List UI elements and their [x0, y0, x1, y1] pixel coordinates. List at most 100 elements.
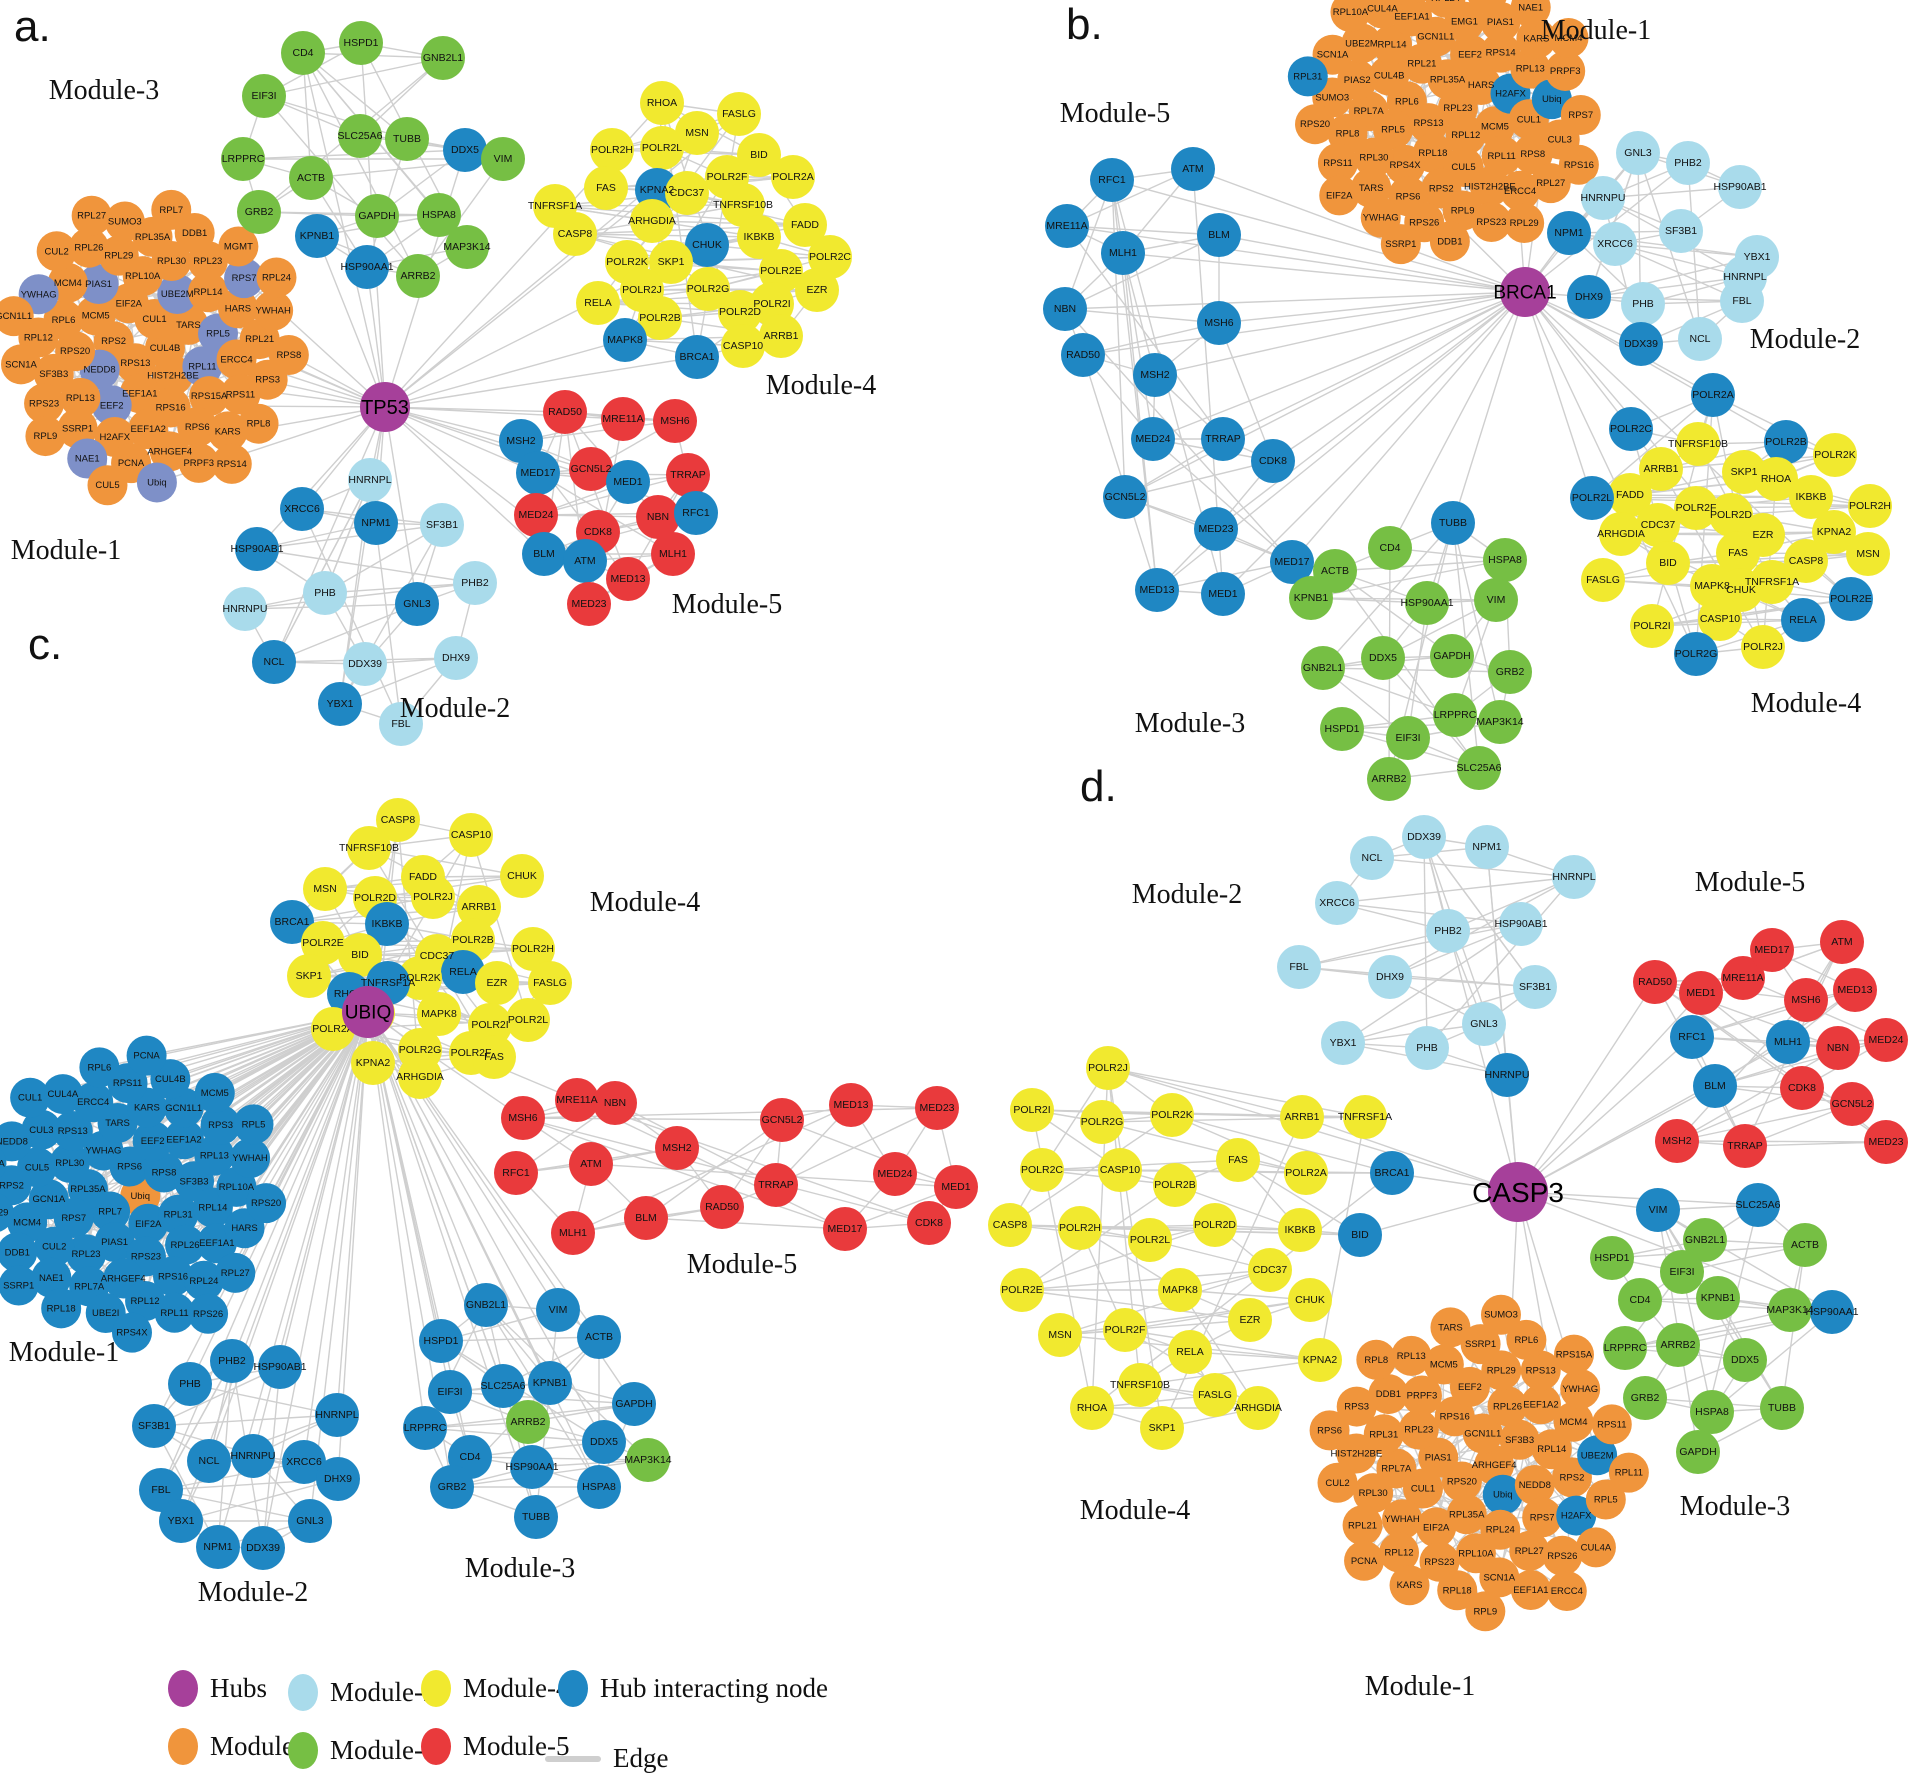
node-MED13 — [829, 1083, 873, 1127]
hub-label-CASP3: CASP3 — [1472, 1177, 1564, 1208]
edge — [1524, 291, 1593, 499]
node-DDB1 — [0, 1232, 38, 1273]
module-label-d-module-1: Module-1 — [1365, 1671, 1475, 1702]
module-d-module-1: ARHGEF4RPS20GCN1L1UbiqPIAS1SF3B3RPL35ARP… — [1309, 1294, 1649, 1632]
node-RPL24 — [256, 257, 297, 298]
edge — [384, 406, 418, 605]
node-GAPDH — [355, 194, 399, 238]
edge — [1082, 291, 1526, 356]
node-ERCC4 — [1546, 1571, 1587, 1612]
node-IKBKB — [365, 902, 409, 946]
node-BID — [737, 133, 781, 177]
module-label-b-module-1: Module-1 — [1541, 15, 1651, 46]
module-label-a-module-2: Module-2 — [400, 693, 510, 724]
node-EIF3I — [1660, 1250, 1704, 1294]
node-POLR2K — [1813, 433, 1857, 477]
node-YWHAH — [253, 290, 294, 331]
edge — [1021, 1269, 1271, 1291]
module-b-module-4: POLR2APOLR2CTNFRSF10BARRB1POLR2BPOLR2KSK… — [1570, 373, 1892, 676]
edge — [262, 1011, 369, 1549]
node-RFC1 — [494, 1151, 538, 1195]
node-RPL5 — [233, 1104, 274, 1145]
node-BLM — [522, 532, 566, 576]
node-KPNA2 — [1812, 510, 1856, 554]
node-POLR2F — [1674, 486, 1718, 530]
node-HSP90AA1 — [510, 1445, 554, 1489]
node-ARRB2 — [1656, 1323, 1700, 1367]
node-POLR2E — [1000, 1268, 1044, 1312]
node-GNL3 — [395, 582, 439, 626]
node-DDX5 — [1723, 1338, 1767, 1382]
node-HNRNPU — [231, 1434, 275, 1478]
panel-b: RPL23RPS13RPL35ARPL12RPL6HARSRPL18RPL21M… — [1043, 0, 1892, 801]
node-YWHAH — [230, 1138, 271, 1179]
node-MED24 — [514, 493, 558, 537]
node-POLR2D — [1193, 1203, 1237, 1247]
node-NCL — [252, 640, 296, 684]
node-RPS16 — [1434, 1396, 1475, 1437]
node-CASP8 — [1784, 539, 1828, 583]
node-XRCC6 — [282, 1440, 326, 1484]
node-MSH6 — [501, 1096, 545, 1140]
edge — [1066, 225, 1224, 440]
node-RELA — [576, 281, 620, 325]
module-label-c-module-4: Module-4 — [590, 887, 700, 918]
node-MLH1 — [651, 532, 695, 576]
node-RPL12 — [1379, 1532, 1420, 1573]
node-MED23 — [567, 582, 611, 626]
node-MLH1 — [551, 1211, 595, 1255]
node-DHX9 — [434, 636, 478, 680]
node-RPL23 — [1398, 1409, 1439, 1450]
node-CD4 — [281, 31, 325, 75]
edge — [1301, 1116, 1519, 1193]
node-HSPD1 — [1590, 1236, 1634, 1280]
panel-letter-b: b. — [1066, 0, 1103, 49]
node-RPS7 — [224, 258, 265, 299]
node-RPL13 — [60, 377, 101, 418]
node-MRE11A — [1721, 956, 1765, 1000]
node-SSRP1 — [57, 408, 98, 449]
node-RPS6 — [177, 406, 218, 447]
edge — [1064, 179, 1113, 310]
edge — [1174, 1184, 1301, 1231]
node-TNFRSF10B — [1118, 1363, 1162, 1407]
node-MCM5 — [75, 295, 116, 336]
node-POLR2K — [1150, 1093, 1194, 1137]
node-POLR2A — [1284, 1151, 1328, 1195]
edge — [1101, 1121, 1307, 1174]
node-MSH6 — [1784, 978, 1828, 1022]
node-RAD50 — [1061, 333, 1105, 377]
node-GNB2L1 — [464, 1283, 508, 1327]
node-MED17 — [823, 1207, 867, 1251]
module-label-a-module-4: Module-4 — [766, 370, 876, 401]
node-RPL26 — [68, 227, 109, 268]
edge — [1517, 1036, 1693, 1193]
node-GRB2 — [237, 190, 281, 234]
edge — [263, 95, 419, 277]
node-POLR2H — [1058, 1206, 1102, 1250]
edge — [1588, 296, 1743, 302]
node-RPL9 — [25, 416, 66, 457]
node-TRRAP — [666, 453, 710, 497]
node-RPS4X — [111, 1312, 152, 1353]
node-PHB2 — [210, 1339, 254, 1383]
node-RFC1 — [1090, 158, 1134, 202]
node-DHX9 — [316, 1457, 360, 1501]
node-RPL18 — [41, 1288, 82, 1329]
node-SKP1 — [649, 240, 693, 284]
node-CUL5 — [87, 465, 128, 506]
edge — [1447, 876, 1575, 932]
node-TRRAP — [1723, 1124, 1767, 1168]
edge — [572, 1104, 852, 1234]
node-EEF2 — [1449, 1366, 1490, 1407]
node-RAD50 — [1633, 960, 1677, 1004]
node-RELA — [1781, 598, 1825, 642]
node-BRCA1 — [1370, 1151, 1414, 1195]
node-NCL — [1350, 836, 1394, 880]
node-POLR2D — [1709, 493, 1753, 537]
node-BID — [1338, 1213, 1382, 1257]
edge — [324, 582, 476, 594]
node-ARRB2 — [1367, 757, 1411, 801]
node-CHUK — [500, 854, 544, 898]
